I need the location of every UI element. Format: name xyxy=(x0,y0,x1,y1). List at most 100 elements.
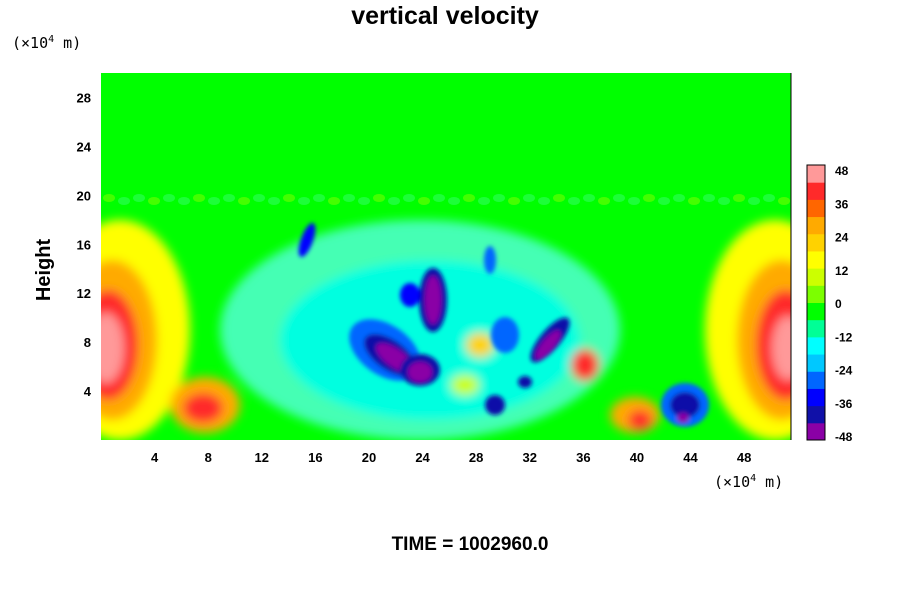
y-tick-label: 8 xyxy=(84,335,91,350)
downdraft-15 xyxy=(298,222,316,258)
downdraft-22-up xyxy=(400,283,420,307)
chart-title: vertical velocity xyxy=(351,2,539,30)
wave-blob xyxy=(178,197,190,205)
colorbar-band xyxy=(807,216,825,235)
colorbar-tick-label: -12 xyxy=(835,330,853,344)
wave-blob xyxy=(568,197,580,205)
field-features xyxy=(101,220,791,440)
wave-blob xyxy=(298,197,310,205)
wave-blob xyxy=(238,197,250,205)
colorbar-tick-label: 0 xyxy=(835,297,842,311)
x-tick-label: 24 xyxy=(415,450,430,465)
downdraft-33-core xyxy=(535,330,561,360)
colorbar-band xyxy=(807,319,825,338)
colorbar-band xyxy=(807,182,825,200)
plot-area xyxy=(101,73,791,440)
wave-blob xyxy=(193,194,205,202)
colorbar-tick-label: 48 xyxy=(835,164,849,178)
wave-blob xyxy=(508,197,520,205)
wave-blob xyxy=(493,194,505,202)
upper-layer xyxy=(101,73,791,193)
y-tick-label: 12 xyxy=(77,286,91,301)
downdraft-features xyxy=(298,222,709,427)
wave-blob xyxy=(283,194,295,202)
wave-blob xyxy=(643,194,655,202)
time-label: TIME = 1002960.0 xyxy=(392,534,549,555)
colorbar-band xyxy=(807,336,825,355)
colorbar-tick-label: -48 xyxy=(835,430,853,444)
x-tick-label: 40 xyxy=(630,450,644,465)
yellow-patch-26 xyxy=(451,375,479,395)
x-ticks: 4 8 12 16 20 24 28 32 36 40 44 48 xyxy=(151,450,751,465)
pink-left xyxy=(101,313,124,383)
x-tick-label: 8 xyxy=(205,450,212,465)
wave-pattern xyxy=(103,194,790,205)
y-unit-label: (×104 m) xyxy=(12,34,81,52)
y-tick-label: 4 xyxy=(84,384,92,399)
wave-blob xyxy=(553,194,565,202)
wave-blob xyxy=(103,194,115,202)
colorbar-band xyxy=(807,199,825,218)
x-tick-label: 28 xyxy=(469,450,483,465)
wave-blob xyxy=(658,197,670,205)
wave-blob xyxy=(133,194,145,202)
wave-blob xyxy=(763,194,775,202)
y-ticks: 4 8 12 16 20 24 28 xyxy=(77,90,92,399)
colorbar-band xyxy=(807,354,825,372)
wave-blob xyxy=(448,197,460,205)
x-unit-label: (×104 m) xyxy=(714,473,783,491)
wave-blob xyxy=(313,194,325,202)
wave-blob xyxy=(433,194,445,202)
colorbar-tick-label: 36 xyxy=(835,197,849,211)
wave-blob xyxy=(118,197,130,205)
wave-blob xyxy=(163,194,175,202)
wave-blob xyxy=(598,197,610,205)
colorbar-tick-label: -24 xyxy=(835,364,853,378)
wave-blob xyxy=(718,197,730,205)
wave-blob xyxy=(733,194,745,202)
wave-blob xyxy=(703,194,715,202)
colorbar-border xyxy=(806,164,826,441)
colorbar-band xyxy=(807,165,825,183)
x-tick-label: 4 xyxy=(151,450,159,465)
colorbar-band xyxy=(807,302,825,321)
downdraft-23-core xyxy=(408,362,432,382)
x-tick-label: 12 xyxy=(255,450,269,465)
y-tick-label: 24 xyxy=(77,139,92,154)
x-tick-label: 16 xyxy=(308,450,322,465)
updraft-36 xyxy=(571,349,599,381)
wave-blob xyxy=(583,194,595,202)
downdraft-43-core xyxy=(670,392,700,418)
x-tick-label: 44 xyxy=(683,450,698,465)
wave-blob xyxy=(748,197,760,205)
wave-blob xyxy=(268,197,280,205)
wave-blob xyxy=(373,194,385,202)
downdraft-29 xyxy=(485,395,505,415)
wave-blob xyxy=(778,197,790,205)
downdraft-30 xyxy=(491,317,519,353)
x-tick-label: 32 xyxy=(523,450,537,465)
x-tick-label: 36 xyxy=(576,450,590,465)
x-tick-label: 20 xyxy=(362,450,376,465)
downdraft-43-purple xyxy=(677,413,689,423)
downdraft-27 xyxy=(484,246,496,274)
wave-blob xyxy=(463,194,475,202)
colorbar-tick-label: 24 xyxy=(835,231,849,245)
x-tick-label: 48 xyxy=(737,450,751,465)
wave-blob xyxy=(523,194,535,202)
wave-blob xyxy=(403,194,415,202)
wave-blob xyxy=(478,197,490,205)
updraft-40-core xyxy=(628,410,652,430)
wave-blob xyxy=(223,194,235,202)
colorbar-band xyxy=(807,268,825,286)
wave-blob xyxy=(538,197,550,205)
wave-blob xyxy=(688,197,700,205)
colorbar-band xyxy=(807,388,825,407)
wave-blob xyxy=(358,197,370,205)
updraft-8-core xyxy=(183,393,223,423)
downdraft-24-core xyxy=(425,276,441,324)
y-axis-label: Height xyxy=(33,239,55,302)
colorbar-band xyxy=(807,233,825,252)
wave-blob xyxy=(628,197,640,205)
y-tick-label: 20 xyxy=(77,188,91,203)
